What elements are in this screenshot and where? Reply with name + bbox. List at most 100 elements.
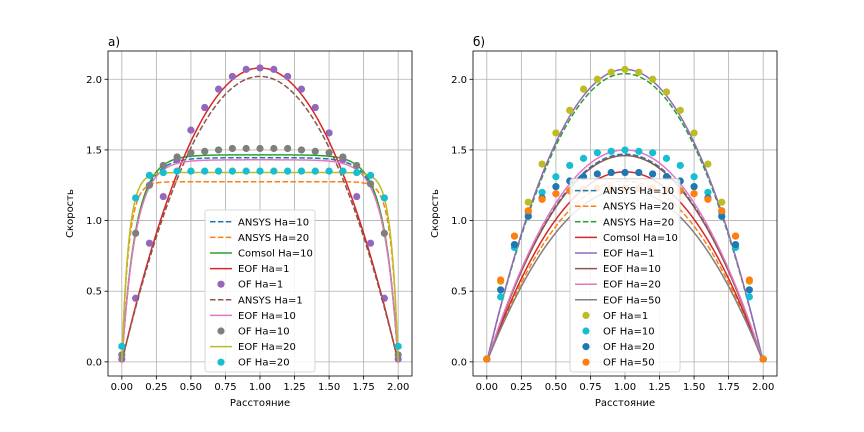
x-tick-label: 0.75 (579, 382, 601, 393)
x-tick-label: 1.25 (283, 382, 305, 393)
data-point (538, 188, 546, 196)
data-point (353, 161, 361, 170)
legend-label: Comsol Ha=10 (603, 233, 678, 244)
data-point (297, 85, 306, 93)
data-point (566, 106, 574, 114)
data-point (270, 167, 278, 175)
legend-item: ANSYS Ha=1 (210, 295, 303, 306)
y-axis-label: Скорость (65, 189, 76, 238)
data-point (132, 194, 140, 202)
data-point (704, 195, 712, 203)
data-point (311, 167, 319, 175)
data-point (718, 212, 726, 220)
data-point (256, 64, 264, 72)
data-point (132, 229, 140, 237)
data-point (621, 146, 629, 154)
x-tick-label: 1.00 (249, 382, 271, 393)
legend-label: Comsol Ha=10 (238, 249, 313, 260)
data-point (284, 72, 292, 81)
legend-label: ANSYS Ha=20 (603, 217, 674, 228)
legend-label: OF Ha=1 (238, 280, 283, 291)
data-point (676, 106, 684, 114)
legend-label: ANSYS Ha=1 (238, 295, 303, 306)
data-point (635, 147, 643, 155)
data-point (297, 167, 306, 175)
x-tick-label: 0.50 (545, 382, 567, 393)
data-point (353, 168, 361, 177)
data-point (510, 240, 519, 249)
series-line (121, 154, 399, 362)
data-point (256, 167, 264, 175)
legend-box (204, 209, 316, 373)
data-point (214, 85, 223, 93)
data-point (593, 75, 601, 83)
legend-label: EOF Ha=1 (238, 264, 290, 275)
data-point (607, 168, 615, 177)
data-point (242, 144, 250, 153)
data-point (173, 153, 181, 161)
legend-label: OF Ha=1 (603, 311, 648, 322)
legend-item: ANSYS Ha=10 (575, 186, 674, 197)
x-axis-label: Расстояние (230, 398, 290, 409)
data-point (214, 167, 223, 175)
chart-panel-2: 0.00 0.25 0.50 0.75 1.00 1.25 1.50 1.75 2.00 0.0 0… (430, 35, 778, 409)
data-point (256, 144, 264, 153)
data-point (366, 239, 375, 247)
legend-item: ANSYS Ha=20 (210, 233, 309, 244)
data-point (228, 144, 236, 153)
x-tick-label: 1.50 (318, 382, 340, 393)
x-tick-label: 0.50 (180, 382, 202, 393)
data-point (187, 149, 195, 157)
legend-label: OF Ha=10 (238, 327, 290, 338)
data-point (353, 192, 361, 201)
data-point (524, 212, 532, 220)
data-point (621, 65, 629, 73)
chart-title: б) (473, 35, 485, 49)
data-point (201, 167, 209, 175)
x-tick-label: 0.00 (111, 382, 133, 393)
x-tick-label: 1.25 (648, 382, 670, 393)
legend-marker (217, 358, 225, 366)
legend-label: OF Ha=20 (238, 358, 290, 369)
data-point (731, 240, 740, 249)
legend-item: OF Ha=20 (582, 342, 655, 353)
data-point (145, 239, 154, 247)
data-point (538, 195, 546, 203)
data-point (690, 173, 698, 181)
x-tick-label: 0.25 (510, 382, 532, 393)
legend-item: Comsol Ha=10 (575, 233, 678, 244)
data-point (566, 161, 574, 170)
legend-item: OF Ha=1 (582, 311, 648, 322)
chart-title: а) (108, 35, 120, 49)
series-line (121, 75, 399, 363)
data-point (325, 149, 333, 157)
legend-item: EOF Ha=10 (575, 264, 661, 275)
data-point (187, 167, 195, 175)
data-point (593, 149, 601, 157)
legend-marker (217, 280, 225, 288)
data-point (690, 183, 698, 191)
legend-item: EOF Ha=1 (575, 249, 655, 260)
data-point (552, 190, 560, 198)
data-point (173, 167, 181, 175)
legend-label: ANSYS Ha=10 (603, 186, 674, 197)
data-point (145, 171, 154, 179)
data-point (145, 181, 154, 189)
data-point (228, 72, 236, 81)
x-axis-label: Расстояние (595, 398, 655, 409)
legend-marker (582, 327, 590, 335)
legend-item: ANSYS Ha=20 (575, 217, 674, 228)
data-point (690, 129, 698, 137)
data-point (607, 68, 615, 76)
data-point (649, 170, 657, 178)
data-point (483, 355, 491, 363)
data-point (552, 129, 560, 137)
y-tick-label: 0.0 (86, 357, 102, 368)
y-tick-label: 1.0 (86, 216, 102, 227)
x-tick-label: 0.25 (145, 382, 167, 393)
data-point (538, 160, 546, 168)
data-point (579, 85, 588, 93)
data-point (297, 146, 306, 154)
plot-area (118, 64, 402, 363)
legend-item: ANSYS Ha=10 (210, 217, 309, 228)
